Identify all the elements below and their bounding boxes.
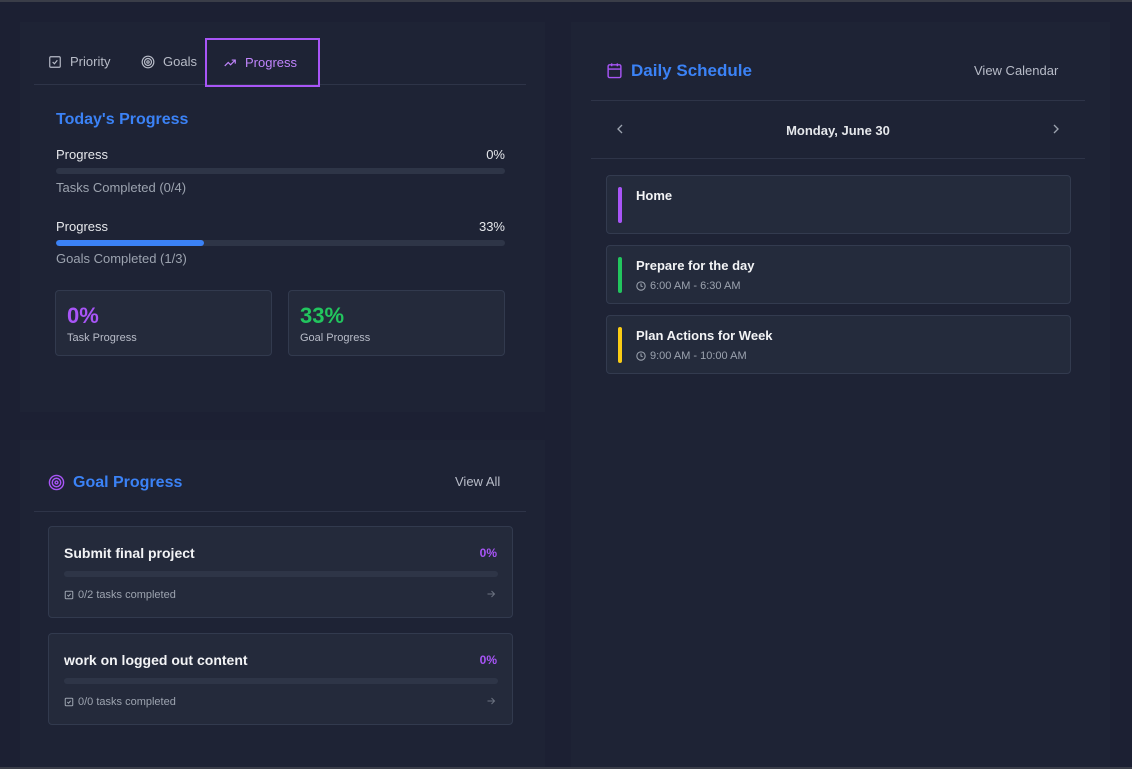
goal-progress-bar (56, 240, 505, 246)
event-color-bar (618, 327, 622, 363)
arrow-right-icon[interactable] (485, 695, 497, 707)
target-icon (141, 55, 155, 68)
goal-tasks-text: 0/0 tasks completed (78, 696, 176, 708)
goal-percent: 0% (479, 653, 497, 667)
goal-progress-fill (56, 240, 205, 246)
event-title: Home (636, 188, 673, 203)
goals-completed-text: Goals Completed (1/3) (56, 251, 187, 266)
goal-progress-value: 33% (300, 303, 345, 328)
task-progress-value: 0% (67, 303, 99, 328)
task-progress-bar (56, 168, 505, 174)
goal-progress-bar (64, 571, 498, 577)
tasks-completed-text: Tasks Completed (0/4) (56, 180, 187, 195)
chevron-right-icon[interactable] (1048, 121, 1064, 137)
bottom-border (0, 767, 1132, 769)
event-title: Prepare for the day (636, 258, 755, 273)
tab-priority[interactable]: Priority (48, 38, 110, 85)
tab-progress[interactable]: Progress (205, 38, 320, 87)
tab-label: Priority (70, 54, 111, 69)
checkbox-icon (64, 590, 74, 600)
task-bar-value: 0% (486, 147, 505, 162)
task-bar-label: Progress (56, 147, 109, 162)
view-all-link[interactable]: View All (455, 474, 501, 489)
tab-goals[interactable]: Goals (141, 38, 197, 85)
event-time: 6:00 AM - 6:30 AM (636, 280, 741, 292)
schedule-event[interactable]: Prepare for the day 6:00 AM - 6:30 AM (606, 245, 1071, 304)
arrow-right-icon[interactable] (485, 588, 497, 600)
tab-bar: Priority Goals Progress (34, 38, 526, 87)
task-progress-card: 0% Task Progress (55, 290, 272, 356)
goal-progress-label: Goal Progress (300, 332, 371, 344)
checkbox-icon (64, 697, 74, 707)
view-calendar-link[interactable]: View Calendar (974, 63, 1059, 78)
checkbox-icon (49, 55, 61, 68)
goal-progress-title: Goal Progress (73, 474, 183, 491)
tab-label: Progress (245, 55, 298, 70)
goal-progress-card: 33% Goal Progress (288, 290, 505, 356)
date-navigator: Monday, June 30 (591, 101, 1085, 159)
top-border (0, 0, 1132, 2)
goal-progress-panel: Goal Progress View All Submit final proj… (20, 440, 545, 769)
chevron-left-icon[interactable] (612, 121, 628, 137)
goal-tasks: 0/0 tasks completed (64, 696, 176, 708)
clock-icon (636, 281, 646, 291)
schedule-event[interactable]: Plan Actions for Week 9:00 AM - 10:00 AM (606, 315, 1071, 374)
goal-progress-bar (64, 678, 498, 684)
target-icon (48, 474, 65, 491)
progress-panel: Priority Goals Progress Today's Progress… (20, 22, 545, 412)
calendar-icon (607, 63, 622, 79)
goal-progress-header: Goal Progress View All (34, 440, 526, 512)
event-color-bar (618, 257, 622, 293)
task-progress-label: Task Progress (67, 332, 137, 344)
goal-tasks-text: 0/2 tasks completed (78, 589, 176, 601)
goal-percent: 0% (479, 546, 497, 560)
goal-card[interactable]: Submit final project 0% 0/2 tasks comple… (48, 526, 513, 618)
event-time-text: 9:00 AM - 10:00 AM (650, 350, 747, 362)
goal-title: Submit final project (64, 545, 195, 561)
goal-card[interactable]: work on logged out content 0% 0/0 tasks … (48, 633, 513, 725)
progress-title: Today's Progress (56, 111, 189, 128)
current-date: Monday, June 30 (786, 123, 890, 138)
goal-tasks: 0/2 tasks completed (64, 589, 176, 601)
goal-bar-value: 33% (478, 219, 505, 234)
schedule-panel: Daily Schedule View Calendar Monday, Jun… (571, 22, 1110, 769)
schedule-event[interactable]: Home (606, 175, 1071, 234)
event-time: 9:00 AM - 10:00 AM (636, 350, 747, 362)
schedule-title: Daily Schedule (631, 61, 752, 80)
trending-up-icon (224, 59, 236, 66)
goal-bar-label: Progress (56, 219, 109, 234)
event-time-text: 6:00 AM - 6:30 AM (650, 280, 741, 292)
clock-icon (636, 351, 646, 361)
event-title: Plan Actions for Week (636, 328, 773, 343)
event-color-bar (618, 187, 622, 223)
tab-label: Goals (163, 54, 197, 69)
goal-title: work on logged out content (64, 652, 248, 668)
schedule-header: Daily Schedule View Calendar (591, 22, 1085, 101)
